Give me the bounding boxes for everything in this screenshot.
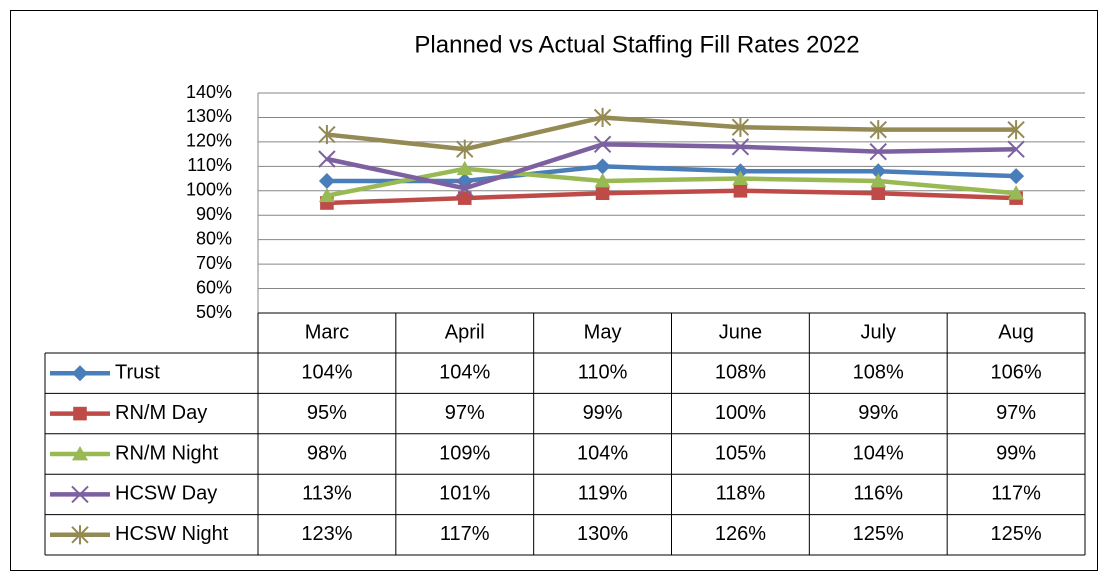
data-label: 101% <box>439 483 490 505</box>
data-label: 100% <box>715 402 766 424</box>
data-label: 117% <box>991 483 1041 505</box>
data-label: 118% <box>716 483 766 505</box>
data-label: 110% <box>578 361 628 383</box>
marker <box>318 187 335 203</box>
data-label: 104% <box>439 361 490 383</box>
chart-border <box>10 10 1098 571</box>
data-label: 104% <box>301 361 352 383</box>
marker <box>731 138 750 156</box>
marker <box>731 117 750 137</box>
marker <box>72 365 88 382</box>
marker <box>456 160 473 176</box>
marker <box>594 173 611 188</box>
marker <box>456 179 474 198</box>
data-label: 104% <box>853 442 904 464</box>
marker <box>594 158 611 175</box>
y-tick-label: 80% <box>196 228 232 248</box>
chart-title: Planned vs Actual Staffing Fill Rates 20… <box>414 31 859 58</box>
y-tick-label: 60% <box>196 277 232 297</box>
data-label: 108% <box>853 361 904 383</box>
data-label: 99% <box>996 442 1036 464</box>
x-tick-label: July <box>860 321 896 343</box>
marker <box>595 186 610 201</box>
marker <box>457 191 472 205</box>
x-tick-label: Marc <box>305 321 349 343</box>
marker <box>318 150 336 168</box>
data-label: 98% <box>307 442 347 464</box>
y-tick-label: 120% <box>186 131 232 151</box>
data-label: 97% <box>445 402 485 424</box>
x-tick-label: Aug <box>998 321 1034 343</box>
marker <box>71 485 89 504</box>
marker <box>73 406 87 421</box>
series-line <box>326 115 1017 152</box>
marker <box>593 135 612 154</box>
data-label: 130% <box>577 523 628 545</box>
x-tick-label: April <box>445 321 485 343</box>
series-line <box>326 188 1017 206</box>
y-tick-label: 110% <box>187 155 232 175</box>
y-tick-label: 100% <box>186 180 232 200</box>
marker <box>318 173 335 189</box>
y-tick-label: 50% <box>196 302 232 322</box>
y-tick-label: 90% <box>196 204 232 224</box>
x-tick-label: May <box>584 321 622 343</box>
marker <box>1008 185 1025 200</box>
marker <box>733 183 748 198</box>
series-line <box>326 142 1017 191</box>
marker <box>871 186 886 201</box>
marker <box>870 173 887 188</box>
legend-label: Trust <box>115 361 160 383</box>
data-label: 99% <box>858 402 898 424</box>
marker <box>456 139 474 159</box>
marker <box>318 124 336 145</box>
data-label: 97% <box>996 402 1036 424</box>
data-label: 119% <box>578 483 628 505</box>
legend-label: RN/M Night <box>115 442 219 464</box>
data-label: 105% <box>715 442 766 464</box>
data-label: 126% <box>715 523 766 545</box>
data-label: 116% <box>853 483 903 505</box>
marker <box>869 120 887 140</box>
marker <box>870 163 887 180</box>
data-label: 99% <box>583 402 623 424</box>
y-tick-label: 130% <box>186 106 232 126</box>
series-line <box>326 166 1017 198</box>
data-label: 106% <box>991 361 1042 383</box>
marker <box>732 170 749 185</box>
marker <box>1008 168 1025 185</box>
data-label: 125% <box>991 523 1042 545</box>
marker <box>593 107 612 128</box>
y-tick-label: 70% <box>196 253 232 273</box>
data-label: 113% <box>302 483 352 505</box>
data-label: 108% <box>715 361 766 383</box>
marker <box>72 446 88 461</box>
legend-label: HCSW Day <box>115 483 217 505</box>
marker <box>71 525 89 545</box>
marker <box>1007 140 1025 158</box>
data-label: 95% <box>307 402 347 424</box>
data-label: 117% <box>440 523 490 545</box>
series-line <box>326 164 1017 184</box>
data-label: 125% <box>853 523 904 545</box>
y-tick-label: 140% <box>186 82 232 102</box>
data-label: 109% <box>439 442 490 464</box>
legend-label: HCSW Night <box>115 523 229 545</box>
legend-label: RN/M Day <box>115 402 207 424</box>
x-tick-label: June <box>719 321 762 343</box>
data-label: 123% <box>301 523 352 545</box>
data-label: 104% <box>577 442 628 464</box>
marker <box>869 142 887 161</box>
marker <box>1007 120 1025 140</box>
